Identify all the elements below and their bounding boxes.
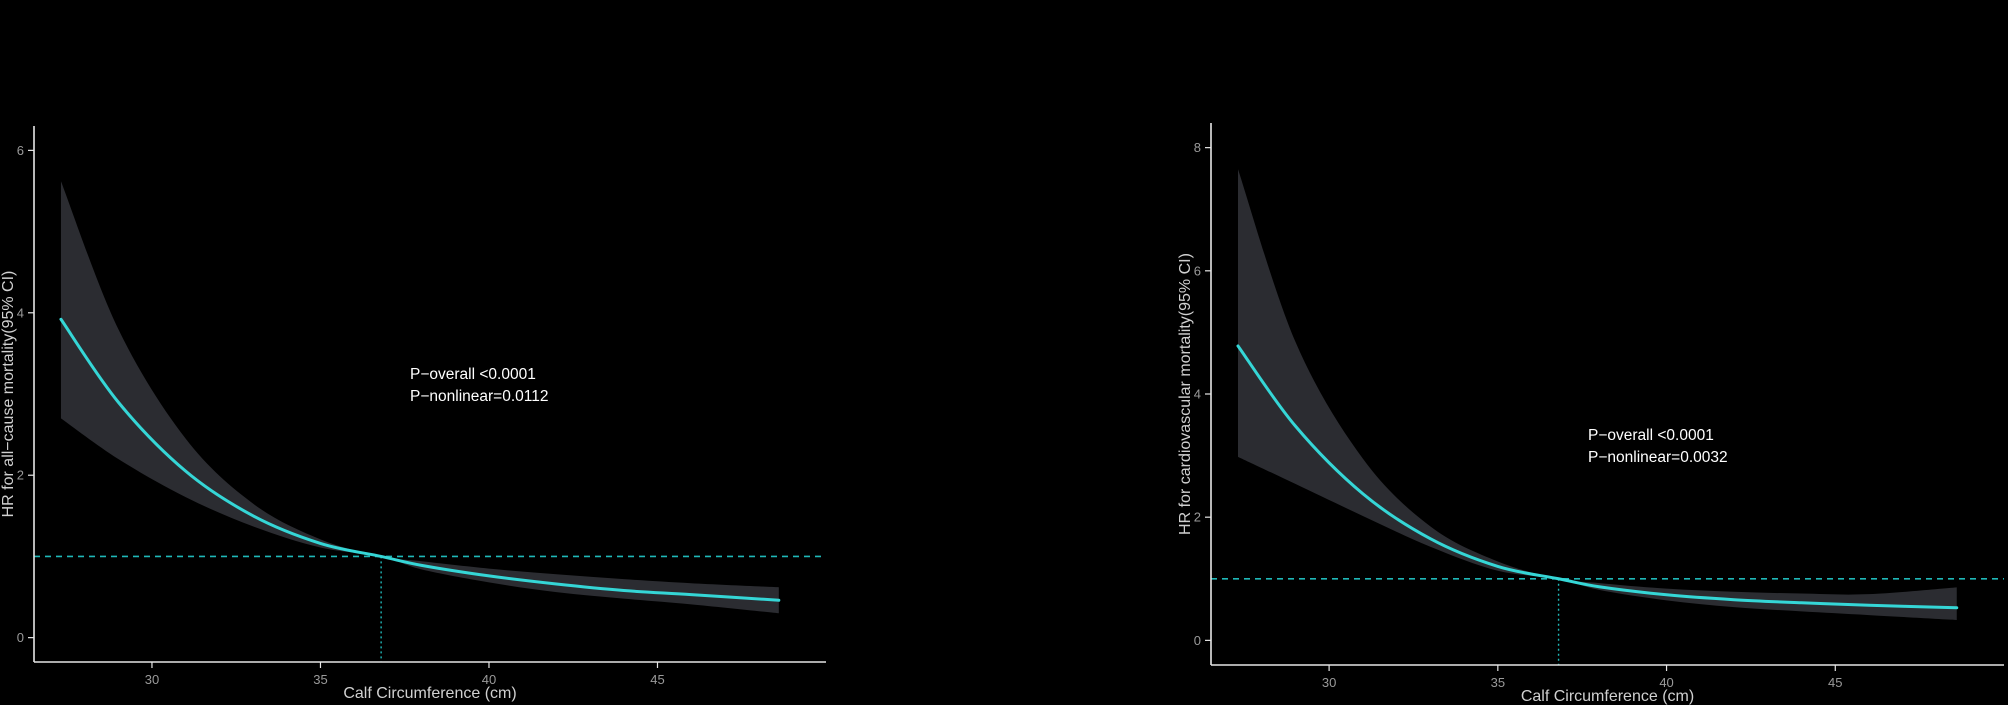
y-tick-label: 4 [1194,387,1201,402]
x-tick-label: 35 [1491,675,1505,690]
y-tick-label: 6 [1194,263,1201,278]
y-tick-label: 6 [17,143,24,158]
y-tick-label: 2 [17,468,24,483]
p-value-annotation: P−nonlinear=0.0032 [1588,449,1728,466]
x-tick-label: 40 [482,672,496,687]
y-tick-label: 2 [1194,510,1201,525]
y-axis-title: HR for cardiovascular mortality(95% CI) [1177,253,1194,535]
x-tick-label: 45 [1828,675,1842,690]
x-tick-label: 40 [1659,675,1673,690]
confidence-band [60,181,779,614]
p-value-annotation: P−overall <0.0001 [1588,427,1714,444]
y-tick-label: 4 [17,305,24,320]
x-tick-label: 35 [313,672,327,687]
y-axis-title: HR for all−cause mortality(95% CI) [0,271,17,518]
y-tick-label: 0 [17,630,24,645]
p-value-annotation: P−nonlinear=0.0112 [410,388,548,405]
x-axis-title: Calf Circumference (cm) [343,685,516,702]
y-tick-label: 0 [1194,633,1201,648]
hr-curve [59,317,781,602]
y-tick-label: 8 [1194,140,1201,155]
x-tick-label: 30 [145,672,159,687]
chart-panel-1: 30 35 40 45 0 2 4 6 Calf Circumference (cm) HR fo… [0,126,826,702]
x-axis-title: Calf Circumference (cm) [1521,688,1694,705]
x-tick-label: 45 [650,672,664,687]
hr-curve [1236,344,1959,610]
p-value-annotation: P−overall <0.0001 [410,366,536,383]
chart-panel-2: 30 35 40 45 0 2 4 6 8 Calf Circumference (cm) HR f… [1177,123,2004,705]
x-tick-label: 30 [1322,675,1336,690]
